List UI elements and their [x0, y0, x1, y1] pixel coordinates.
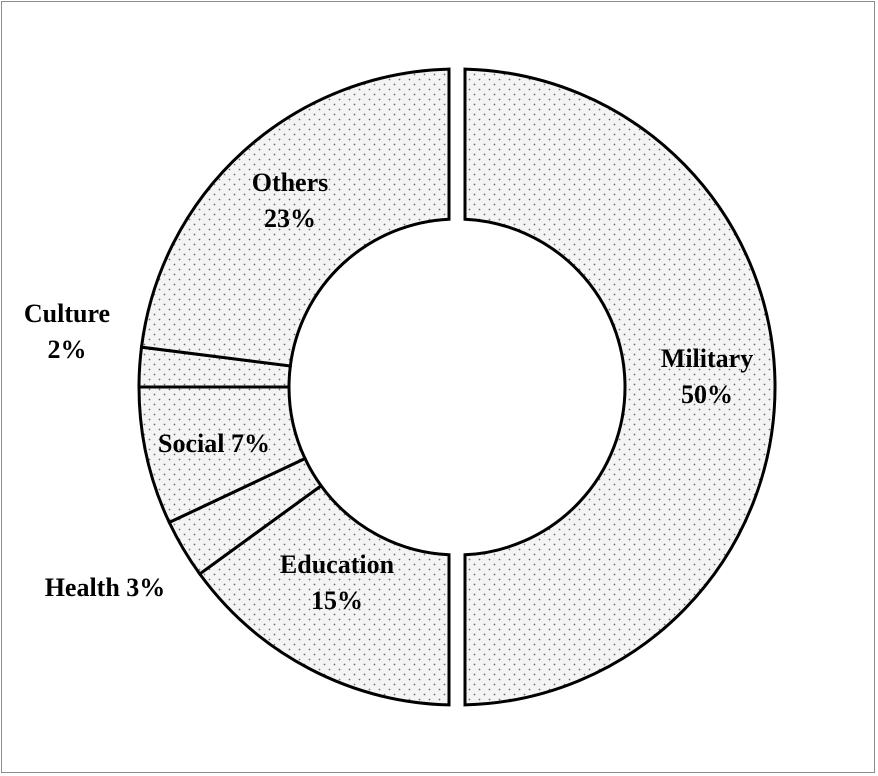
slice-label-military: Military 50%: [661, 344, 753, 409]
slice-label-others: Others 23%: [252, 168, 329, 233]
slice-label-line: Health 3%: [45, 573, 166, 602]
slice-label-line: 2%: [48, 335, 87, 364]
slice-label-line: Education: [280, 550, 395, 579]
slice-others: [139, 67, 451, 368]
slice-label-line: Culture: [24, 299, 110, 328]
slice-label-social: Social 7%: [158, 429, 270, 458]
slice-label-culture: Culture 2%: [24, 299, 110, 364]
slice-label-line: 50%: [681, 380, 733, 409]
slice-label-health: Health 3%: [45, 573, 166, 602]
slice-label-line: 23%: [264, 204, 316, 233]
slice-label-line: 15%: [311, 586, 363, 615]
slice-label-line: Military: [661, 344, 753, 373]
slice-education: [197, 483, 451, 707]
slice-label-line: Social 7%: [158, 429, 270, 458]
slice-label-line: Others: [252, 168, 329, 197]
slice-label-education: Education 15%: [280, 550, 395, 615]
slice-military: [463, 67, 777, 707]
